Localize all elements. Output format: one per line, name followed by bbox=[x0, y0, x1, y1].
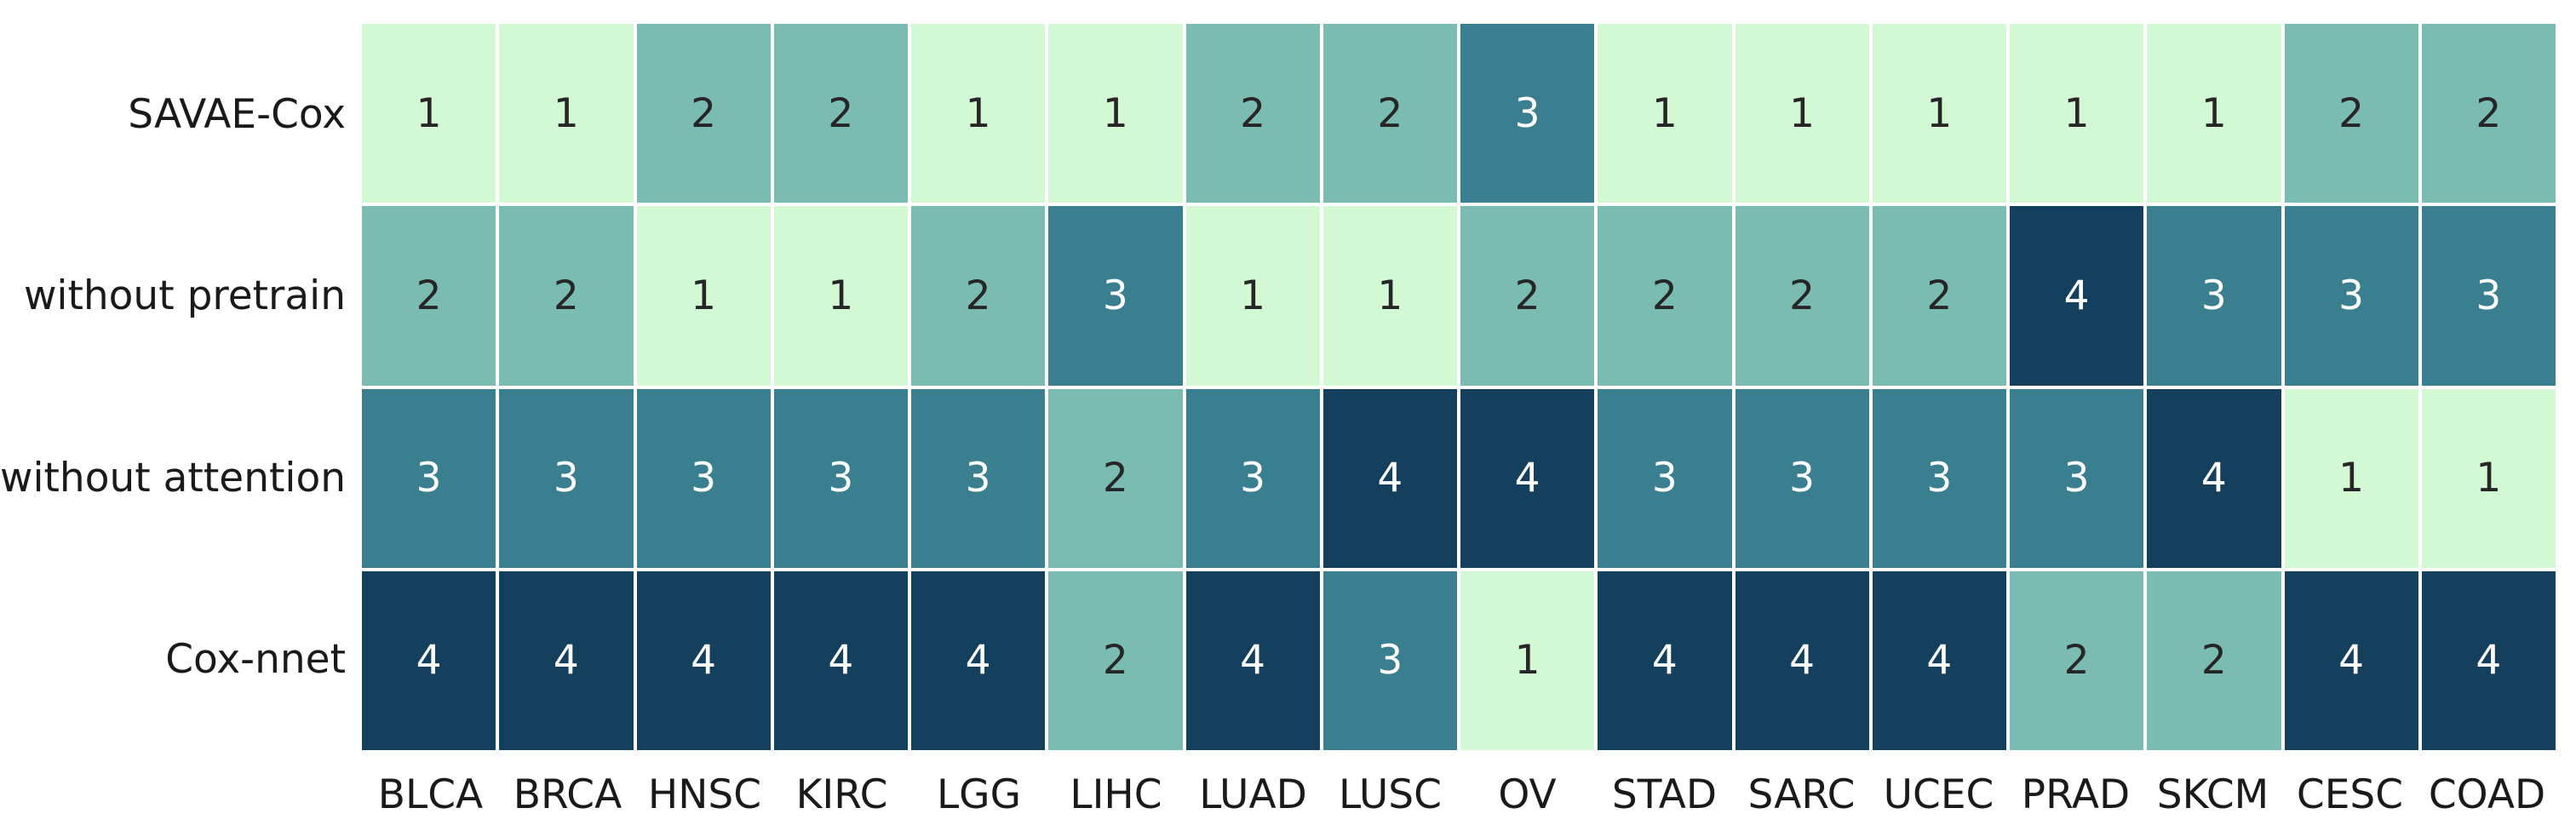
heatmap-cell-without-attention-coad: 1 bbox=[2421, 388, 2556, 568]
col-label-coad: COAD bbox=[2428, 771, 2546, 818]
heatmap-cell-cox-nnet-kirc: 4 bbox=[773, 570, 908, 750]
heatmap-cell-cox-nnet-hnsc: 4 bbox=[636, 570, 771, 750]
heatmap-cell-without-attention-ov: 4 bbox=[1460, 388, 1595, 568]
heatmap-cell-savae-cox-lihc: 1 bbox=[1048, 24, 1183, 203]
heatmap-cell-cox-nnet-ov: 1 bbox=[1460, 570, 1595, 750]
heatmap-cell-without-attention-luad: 3 bbox=[1185, 388, 1320, 568]
col-label-kirc: KIRC bbox=[795, 771, 888, 818]
col-label-luad: LUAD bbox=[1199, 771, 1307, 818]
col-label-lusc: LUSC bbox=[1339, 771, 1442, 818]
heatmap-cell-cox-nnet-prad: 2 bbox=[2010, 570, 2144, 750]
heatmap-cell-savae-cox-ov: 3 bbox=[1460, 24, 1595, 203]
row-label-without-attention: without attention bbox=[0, 454, 347, 501]
heatmap-cell-without-attention-blca: 3 bbox=[362, 388, 496, 568]
row-label-savae-cox: SAVAE-Cox bbox=[128, 91, 347, 139]
heatmap-cell-cox-nnet-lgg: 4 bbox=[911, 570, 1046, 750]
heatmap-cell-without-pretrain-luad: 1 bbox=[1185, 206, 1320, 386]
heatmap-cell-savae-cox-kirc: 2 bbox=[773, 24, 908, 203]
heatmap-cell-without-pretrain-ucec: 2 bbox=[1872, 206, 2006, 386]
heatmap-cell-without-attention-skcm: 4 bbox=[2147, 388, 2281, 568]
heatmap-cell-cox-nnet-blca: 4 bbox=[362, 570, 496, 750]
heatmap-cell-cox-nnet-lihc: 2 bbox=[1048, 570, 1183, 750]
heatmap-cell-savae-cox-ucec: 1 bbox=[1872, 24, 2006, 203]
col-label-blca: BLCA bbox=[377, 771, 484, 818]
heatmap-cell-without-attention-stad: 3 bbox=[1598, 388, 1732, 568]
heatmap-cell-without-pretrain-sarc: 2 bbox=[1735, 206, 1869, 386]
heatmap-cell-without-attention-ucec: 3 bbox=[1872, 388, 2006, 568]
heatmap-cell-without-pretrain-lusc: 1 bbox=[1322, 206, 1457, 386]
heatmap-cell-without-pretrain-ov: 2 bbox=[1460, 206, 1595, 386]
heatmap-cell-savae-cox-skcm: 1 bbox=[2147, 24, 2281, 203]
y-axis-row-labels: SAVAE-Cox without pretrain without attenti… bbox=[0, 24, 346, 750]
heatmap-cell-savae-cox-coad: 2 bbox=[2421, 24, 2556, 203]
row-label-without-pretrain: without pretrain bbox=[23, 272, 347, 320]
heatmap-cell-without-attention-lusc: 4 bbox=[1322, 388, 1457, 568]
heatmap-cell-cox-nnet-cesc: 4 bbox=[2284, 570, 2418, 750]
heatmap-cell-savae-cox-cesc: 2 bbox=[2284, 24, 2418, 203]
x-axis-column-labels: BLCA BRCA HNSC KIRC LGG LIHC LUAD LUSC OV STAD SAR… bbox=[362, 769, 2556, 820]
heatmap-cell-savae-cox-blca: 1 bbox=[362, 24, 496, 203]
heatmap-cell-without-pretrain-coad: 3 bbox=[2421, 206, 2556, 386]
heatmap-cell-cox-nnet-skcm: 2 bbox=[2147, 570, 2281, 750]
col-label-brca: BRCA bbox=[513, 771, 622, 818]
heatmap-cell-without-attention-kirc: 3 bbox=[773, 388, 908, 568]
heatmap-cell-without-pretrain-cesc: 3 bbox=[2284, 206, 2418, 386]
heatmap-cell-savae-cox-prad: 1 bbox=[2010, 24, 2144, 203]
heatmap-cell-savae-cox-lgg: 1 bbox=[911, 24, 1046, 203]
col-label-cesc: CESC bbox=[2296, 771, 2404, 818]
heatmap-cell-cox-nnet-stad: 4 bbox=[1598, 570, 1732, 750]
col-label-hnsc: HNSC bbox=[647, 771, 762, 818]
heatmap-cell-cox-nnet-lusc: 3 bbox=[1322, 570, 1457, 750]
heatmap-cell-savae-cox-sarc: 1 bbox=[1735, 24, 1869, 203]
col-label-lgg: LGG bbox=[936, 771, 1022, 818]
heatmap-cell-without-attention-brca: 3 bbox=[499, 388, 634, 568]
col-label-ucec: UCEC bbox=[1883, 771, 1994, 818]
col-label-prad: PRAD bbox=[2021, 771, 2131, 818]
heatmap-cell-without-pretrain-blca: 2 bbox=[362, 206, 496, 386]
heatmap-cell-without-attention-sarc: 3 bbox=[1735, 388, 1869, 568]
heatmap-cell-without-pretrain-lihc: 3 bbox=[1048, 206, 1183, 386]
row-label-cox-nnet: Cox-nnet bbox=[165, 635, 347, 683]
heatmap-cell-cox-nnet-luad: 4 bbox=[1185, 570, 1320, 750]
heatmap-cell-without-pretrain-skcm: 3 bbox=[2147, 206, 2281, 386]
heatmap-cell-without-attention-hnsc: 3 bbox=[636, 388, 771, 568]
heatmap-cell-without-attention-prad: 3 bbox=[2010, 388, 2144, 568]
heatmap-cell-savae-cox-hnsc: 2 bbox=[636, 24, 771, 203]
heatmap-cell-savae-cox-luad: 2 bbox=[1185, 24, 1320, 203]
heatmap-cell-without-pretrain-hnsc: 1 bbox=[636, 206, 771, 386]
heatmap-cell-savae-cox-brca: 1 bbox=[499, 24, 634, 203]
heatmap-cell-cox-nnet-coad: 4 bbox=[2421, 570, 2556, 750]
heatmap-cell-cox-nnet-brca: 4 bbox=[499, 570, 634, 750]
col-label-sarc: SARC bbox=[1747, 771, 1856, 818]
heatmap-cell-without-pretrain-kirc: 1 bbox=[773, 206, 908, 386]
heatmap-cell-without-pretrain-brca: 2 bbox=[499, 206, 634, 386]
heatmap-cell-without-pretrain-prad: 4 bbox=[2010, 206, 2144, 386]
col-label-ov: OV bbox=[1498, 771, 1557, 818]
heatmap-cell-savae-cox-stad: 1 bbox=[1598, 24, 1732, 203]
col-label-stad: STAD bbox=[1611, 771, 1718, 818]
heatmap-cell-without-attention-lgg: 3 bbox=[911, 388, 1046, 568]
heatmap-cell-without-attention-cesc: 1 bbox=[2284, 388, 2418, 568]
heatmap-cell-without-pretrain-stad: 2 bbox=[1598, 206, 1732, 386]
heatmap-cell-cox-nnet-ucec: 4 bbox=[1872, 570, 2006, 750]
heatmap-cell-savae-cox-lusc: 2 bbox=[1322, 24, 1457, 203]
col-label-skcm: SKCM bbox=[2156, 771, 2269, 818]
col-label-lihc: LIHC bbox=[1070, 771, 1162, 818]
heatmap-cell-cox-nnet-sarc: 4 bbox=[1735, 570, 1869, 750]
heatmap-cell-without-pretrain-lgg: 2 bbox=[911, 206, 1046, 386]
heatmap-cell-without-attention-lihc: 2 bbox=[1048, 388, 1183, 568]
